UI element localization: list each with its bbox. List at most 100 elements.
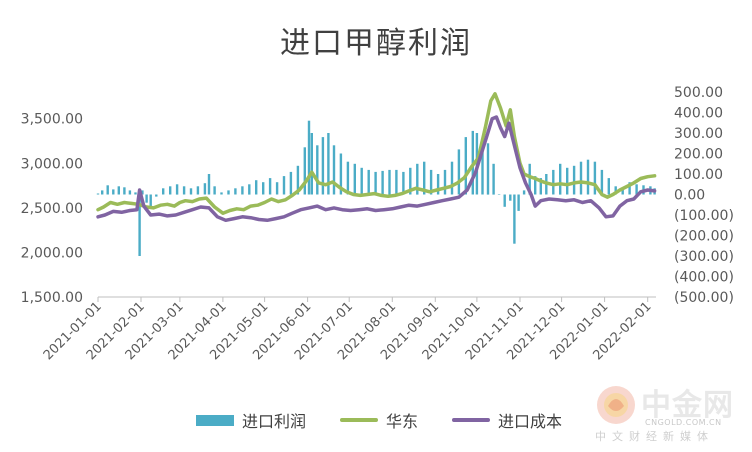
watermark-brand: 中金网 [641, 388, 734, 423]
profit-bar-10 [145, 194, 148, 203]
profit-bar-33 [296, 165, 300, 195]
profit-bar-87 [635, 184, 638, 195]
legend-label-bar: 进口利润 [242, 412, 307, 431]
profit-bar-11 [149, 194, 152, 209]
profit-bar-54 [429, 169, 433, 195]
right-tick-label: (400.00) [674, 270, 734, 286]
line-series-group [96, 92, 657, 223]
profit-bar-19 [203, 183, 207, 195]
legend-label-east: 华东 [386, 412, 419, 431]
profit-bar-45 [367, 169, 370, 195]
profit-bar-69 [517, 194, 520, 211]
legend-swatch-east [340, 418, 379, 422]
profit-bar-14 [169, 186, 172, 195]
profit-bar-16 [182, 186, 186, 195]
profit-bar-55 [436, 174, 440, 195]
right-tick-label: 200.00 [674, 147, 723, 163]
profit-bar-12 [155, 194, 158, 197]
profit-bar-28 [262, 182, 265, 195]
profit-bar-44 [360, 167, 363, 195]
profit-bar-81 [593, 161, 597, 195]
profit-bar-4 [117, 186, 120, 195]
profit-bar-15 [175, 184, 179, 195]
watermark: 中金网 CNGOLD.COM.CN 中文财经新媒体 [595, 378, 745, 444]
legend-item-cost: 进口成本 [452, 408, 562, 432]
profit-bar-18 [196, 186, 200, 195]
legend-item-east: 华东 [340, 408, 418, 432]
watermark-domain: CNGOLD.COM.CN [645, 418, 722, 427]
profit-bar-34 [303, 147, 306, 195]
profit-bar-51 [409, 167, 412, 195]
profit-bar-46 [374, 171, 377, 195]
profit-bar-2 [106, 185, 109, 195]
legend-label-cost: 进口成本 [498, 412, 563, 431]
profit-bar-41 [339, 153, 343, 195]
east-china-line [96, 92, 657, 215]
profit-bar-22 [220, 192, 223, 195]
profit-bar-83 [607, 178, 610, 195]
profit-bar-86 [628, 182, 631, 195]
legend: 进口利润 华东 进口成本 [196, 408, 596, 432]
profit-bar-80 [586, 159, 590, 195]
profit-bar-30 [275, 182, 279, 195]
left-tick-label: 3,500.00 [21, 112, 83, 128]
profit-bar-82 [600, 169, 604, 195]
profit-bar-85 [621, 188, 624, 195]
profit-bar-13 [162, 188, 165, 195]
profit-bar-29 [268, 178, 272, 195]
watermark-tagline: 中文财经新媒体 [595, 430, 714, 443]
right-tick-label: (100.00) [674, 208, 734, 224]
profit-bar-40 [332, 145, 336, 195]
profit-bar-20 [207, 174, 211, 195]
profit-bar-23 [227, 190, 230, 195]
profit-bar-73 [539, 178, 542, 195]
profit-bar-43 [353, 163, 356, 195]
profit-bar-63 [486, 143, 490, 195]
profit-bar-56 [443, 169, 447, 195]
profit-bar-35 [307, 120, 311, 195]
profit-bar-48 [388, 169, 391, 195]
axes-group: 1,500.00 2,000.00 2,500.00 3,000.00 3,500.00… [21, 85, 734, 363]
profit-bar-36 [310, 133, 313, 195]
profit-bar-8 [138, 194, 141, 256]
right-tick-label: 300.00 [674, 126, 723, 142]
profit-bar-31 [282, 176, 286, 195]
profit-bar-1 [101, 190, 104, 195]
right-tick-label: (200.00) [674, 229, 734, 245]
profit-bar-25 [241, 186, 244, 195]
profit-bar-27 [255, 180, 258, 195]
profit-bar-66 [503, 194, 506, 207]
profit-bar-49 [395, 169, 398, 195]
profit-bar-65 [497, 194, 501, 195]
left-tick-label: 3,000.00 [21, 156, 83, 172]
legend-item-bar: 进口利润 [196, 408, 306, 432]
profit-bar-62 [481, 139, 484, 195]
watermark-logo-icon [597, 386, 635, 424]
profit-bar-79 [579, 161, 583, 195]
profit-bar-7 [134, 192, 137, 195]
right-tick-label: 500.00 [674, 85, 723, 101]
profit-bar-52 [416, 163, 419, 195]
profit-bar-67 [509, 194, 512, 201]
profit-bar-17 [189, 188, 193, 195]
profit-bar-42 [346, 161, 350, 195]
profit-bar-76 [559, 163, 562, 195]
profit-bar-9 [141, 190, 144, 195]
profit-bar-71 [528, 163, 531, 195]
profit-bar-77 [566, 167, 569, 195]
right-tick-label: 0.00 [674, 188, 705, 204]
profit-bar-32 [289, 171, 293, 195]
profit-bar-5 [123, 187, 126, 195]
import-cost-line [96, 115, 657, 223]
profit-bar-50 [402, 171, 405, 195]
profit-bar-0 [96, 193, 100, 195]
profit-bar-58 [457, 149, 461, 195]
legend-swatch-bar [196, 414, 234, 426]
profit-bar-78 [572, 165, 576, 195]
bar-series-group [96, 120, 656, 256]
profit-bar-75 [552, 169, 555, 195]
legend-swatch-cost [452, 418, 491, 422]
right-tick-label: (500.00) [674, 290, 734, 306]
